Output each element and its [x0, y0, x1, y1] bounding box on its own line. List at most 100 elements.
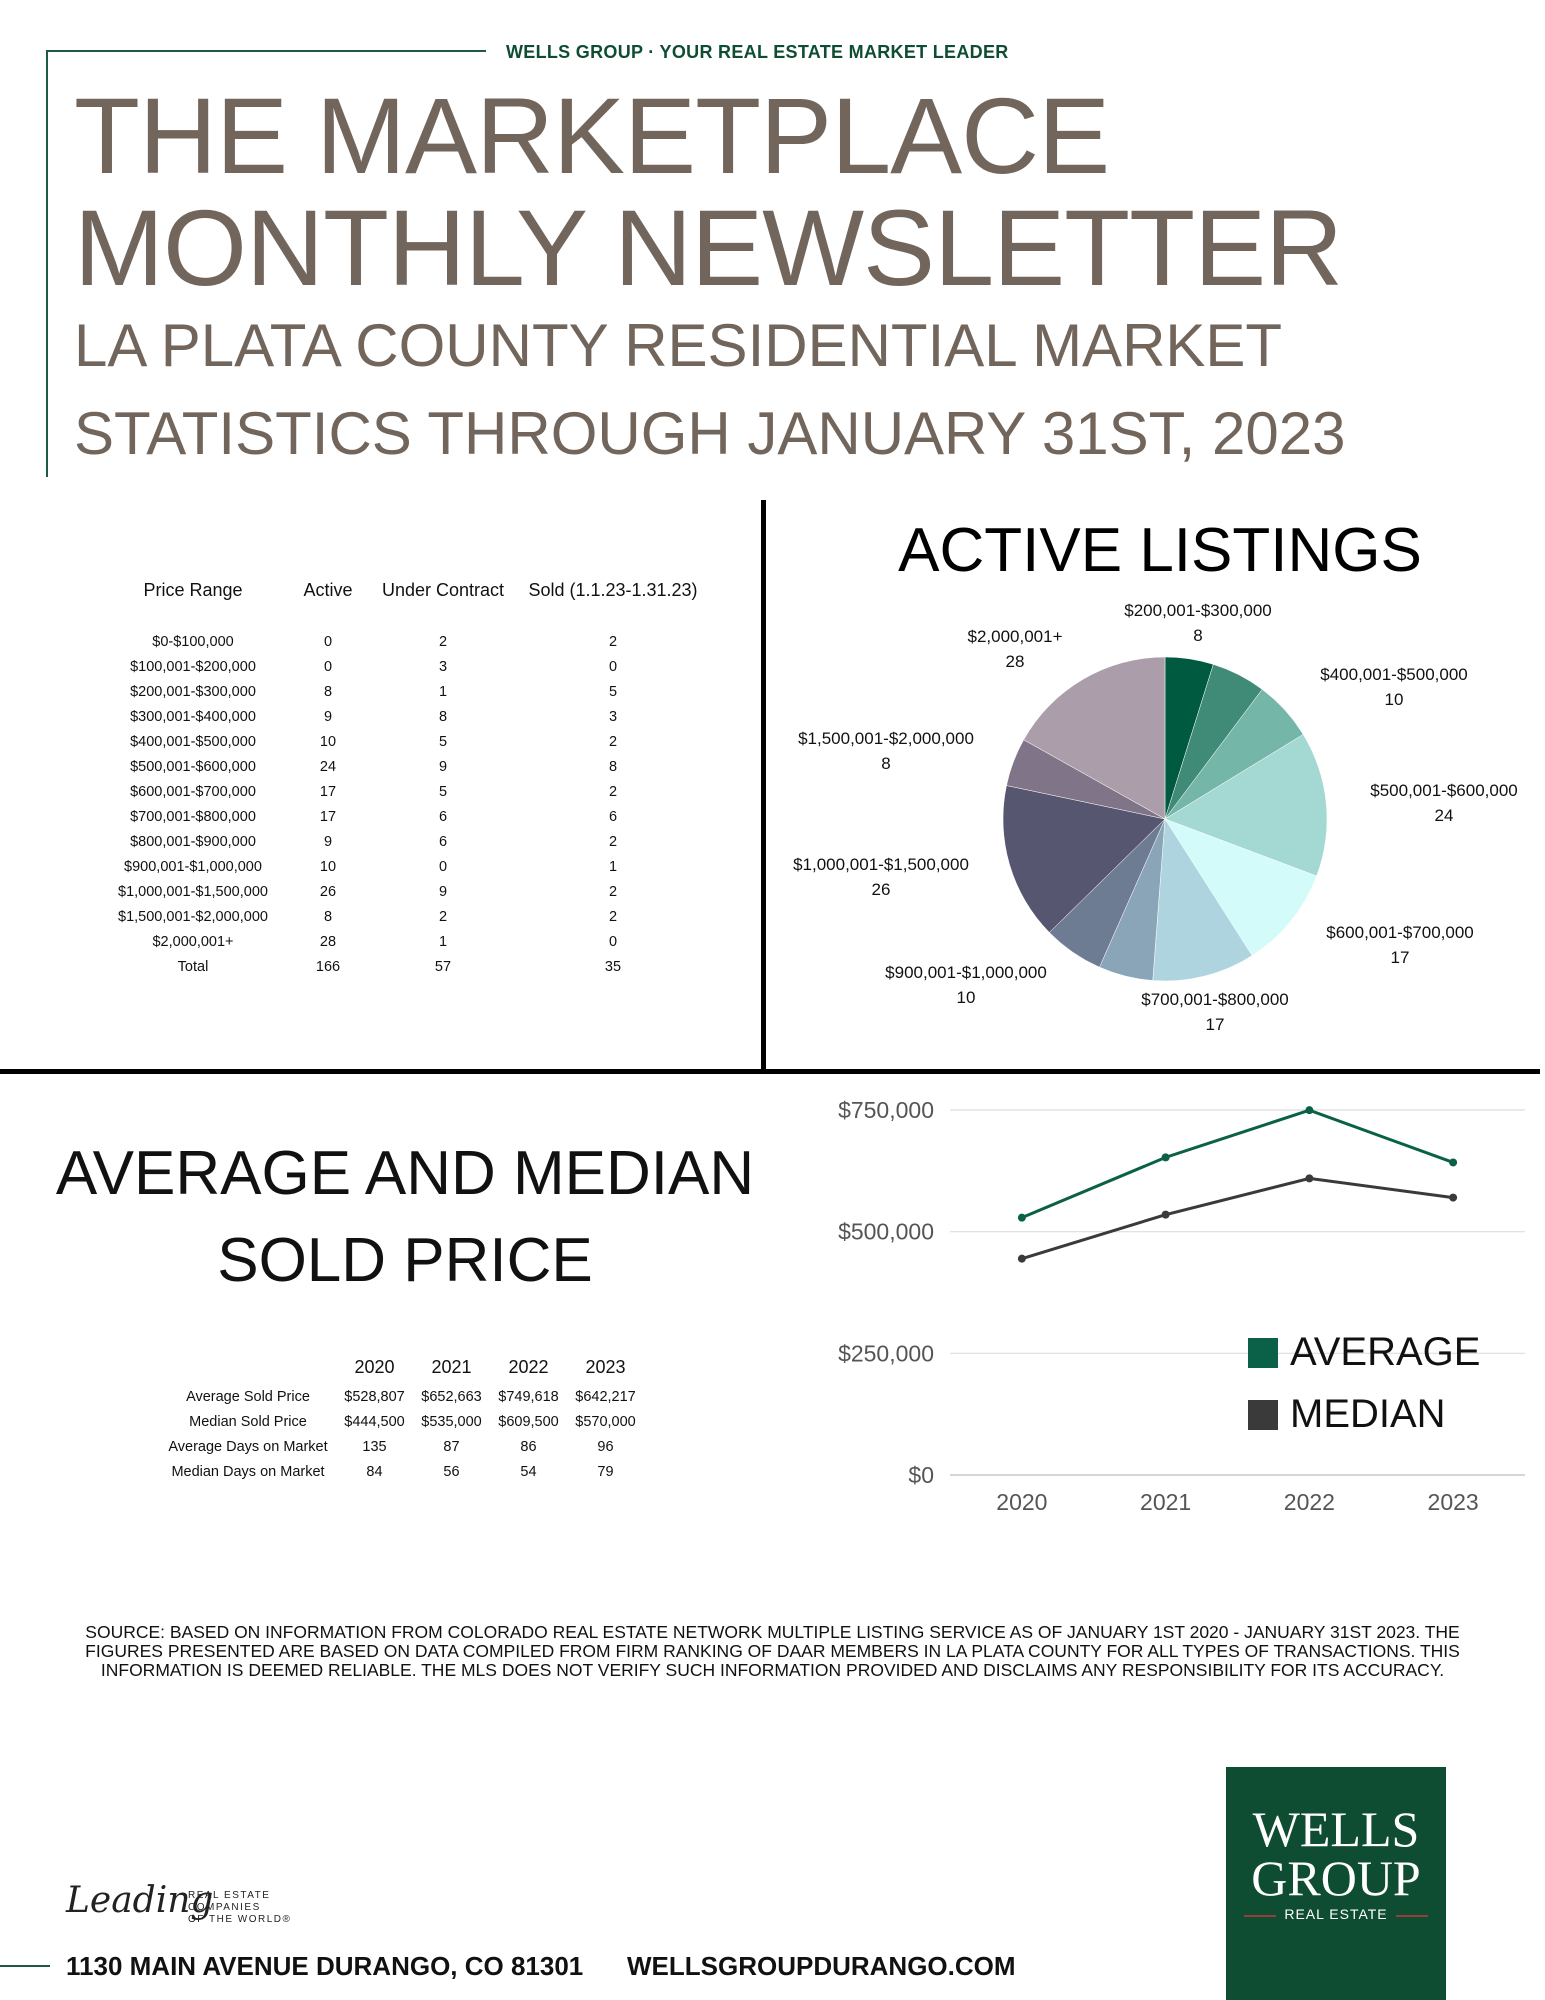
pie-label-value: 10: [1384, 690, 1404, 709]
brand-name-line1: WELLS: [1252, 1801, 1420, 1857]
table-cell: 9: [323, 708, 333, 725]
pie-chart-title: ACTIVE LISTINGS: [898, 516, 1422, 585]
table-cell: 2: [608, 908, 618, 925]
pie-label-range: $400,001-$500,000: [1320, 665, 1468, 684]
avg-median-title-line1: AVERAGE AND MEDIAN: [55, 1139, 755, 1208]
active-listings-pie-chart: [1002, 656, 1328, 982]
pie-label-range: $1,000,001-$1,500,000: [793, 855, 969, 874]
leading-logo-script: Leading: [66, 1880, 214, 1921]
y-tick-label: $250,000: [838, 1340, 934, 1366]
pie-slice: [1002, 785, 1166, 933]
pie-data-label: $600,001-$700,000 17: [1326, 920, 1473, 970]
price-header-2022: 2022: [508, 1357, 549, 1377]
table-cell: 54: [520, 1463, 537, 1480]
pie-slice: [1152, 818, 1253, 982]
legend-item-median: MEDIAN: [1248, 1392, 1446, 1437]
table-cell: 0: [608, 933, 618, 950]
newsletter-subtitle-line1: LA PLATA COUNTY RESIDENTIAL MARKET: [74, 312, 1283, 379]
data-point: [1161, 1210, 1170, 1219]
legend-swatch: [1248, 1338, 1278, 1368]
table-cell: 79: [597, 1463, 614, 1480]
table-cell: 10: [319, 733, 337, 750]
data-point: [1449, 1158, 1458, 1167]
table-cell: 8: [323, 683, 333, 700]
legend-item-average: AVERAGE: [1248, 1330, 1480, 1375]
data-point: [1017, 1213, 1026, 1222]
data-point: [1161, 1153, 1170, 1162]
table-cell: 6: [438, 808, 448, 825]
newsletter-subtitle-line2: STATISTICS THROUGH JANUARY 31ST, 2023: [74, 400, 1346, 467]
header-active: Active: [303, 580, 353, 600]
legend-label: AVERAGE: [1290, 1330, 1481, 1374]
legend-swatch: [1248, 1400, 1278, 1430]
x-tick-label: 2022: [1284, 1489, 1335, 1515]
table-cell: 0: [323, 658, 333, 675]
listing-table-header: Price Range Active Under Contract Sold (…: [108, 580, 718, 629]
table-cell: $609,500: [498, 1413, 559, 1430]
pie-label-value: 17: [1390, 948, 1410, 967]
listing-table-body: $0-$100,000 0 2 2 $100,001-$200,000 0 3 0 $200,0…: [108, 629, 718, 979]
table-cell: 5: [438, 783, 448, 800]
pie-label-range: $600,001-$700,000: [1326, 923, 1474, 942]
price-header-blank: [160, 1357, 336, 1384]
table-row: Average Sold Price $528,807 $652,663 $749,6…: [160, 1384, 644, 1409]
pie-slice: [1023, 656, 1166, 820]
pie-data-label: $500,001-$600,000 24: [1370, 778, 1517, 828]
avg-median-title-line2: SOLD PRICE: [217, 1226, 593, 1295]
table-cell: 1: [608, 858, 618, 875]
table-cell: 26: [319, 883, 337, 900]
table-cell: 0: [323, 633, 333, 650]
footer-address: 1130 MAIN AVENUE DURANGO, CO 81301: [66, 1951, 584, 1981]
table-row: $700,001-$800,000 17 6 6: [108, 804, 718, 829]
footer-accent-line: [0, 1965, 50, 1967]
table-cell: 56: [443, 1463, 460, 1480]
legend-label: MEDIAN: [1290, 1392, 1446, 1436]
table-row: $100,001-$200,000 0 3 0: [108, 654, 718, 679]
sold-price-line-chart: $0 $250,000 $500,000 $750,000 2020 2021 2022 20…: [838, 1097, 1525, 1515]
table-cell: $900,001-$1,000,000: [124, 858, 262, 875]
header-sold: Sold (1.1.23-1.31.23): [528, 580, 698, 600]
table-row: $600,001-$700,000 17 5 2: [108, 779, 718, 804]
table-cell: 1: [438, 933, 448, 950]
table-cell: 8: [438, 708, 448, 725]
row-label: Average Sold Price: [186, 1388, 310, 1405]
source-note: SOURCE: BASED ON INFORMATION FROM COLORA…: [85, 1622, 1460, 1680]
pie-slice: [1164, 818, 1317, 956]
pie-slice: [1164, 734, 1328, 877]
table-cell: 8: [323, 908, 333, 925]
table-cell: 8: [608, 758, 618, 775]
pie-label-range: $200,001-$300,000: [1124, 601, 1272, 620]
pie-label-value: 26: [871, 880, 891, 899]
data-point: [1017, 1254, 1026, 1263]
table-cell: 3: [438, 658, 448, 675]
pie-label-value: 10: [956, 988, 976, 1007]
table-cell: $700,001-$800,000: [130, 808, 256, 825]
table-cell: $0-$100,000: [152, 633, 234, 650]
tagline: WELLS GROUP · YOUR REAL ESTATE MARKET LE…: [506, 42, 1009, 62]
vertical-divider: [761, 500, 766, 1070]
price-table-body: Average Sold Price $528,807 $652,663 $749,6…: [160, 1384, 644, 1484]
pie-label-value: 28: [1005, 652, 1025, 671]
pie-label-value: 17: [1205, 1015, 1225, 1034]
table-cell: $1,000,001-$1,500,000: [118, 883, 268, 900]
table-cell: $652,663: [421, 1388, 482, 1405]
brand-sub-wrap: REAL ESTATE: [1226, 1906, 1446, 1924]
table-cell: 9: [438, 883, 448, 900]
brand-name-line2: GROUP: [1251, 1850, 1421, 1906]
pie-label-range: $2,000,001+: [967, 627, 1063, 646]
pie-data-label: $700,001-$800,000 17: [1141, 987, 1288, 1037]
table-cell: 0: [608, 658, 618, 675]
table-cell: 6: [608, 808, 618, 825]
x-tick-label: 2021: [1140, 1489, 1191, 1515]
table-cell: $100,001-$200,000: [130, 658, 256, 675]
series-line-average: [1021, 1108, 1454, 1220]
footer-website-link[interactable]: WELLSGROUPDURANGO.COM: [627, 1951, 1016, 1981]
table-cell: 2: [608, 833, 618, 850]
table-cell: 87: [443, 1438, 460, 1455]
table-row: $1,500,001-$2,000,000 8 2 2: [108, 904, 718, 929]
pie-data-label: $900,001-$1,000,000 10: [885, 960, 1047, 1010]
table-cell: $600,001-$700,000: [130, 783, 256, 800]
frame-line-top: [46, 50, 486, 52]
row-label: Average Days on Market: [168, 1438, 328, 1455]
table-cell: $642,217: [575, 1388, 636, 1405]
